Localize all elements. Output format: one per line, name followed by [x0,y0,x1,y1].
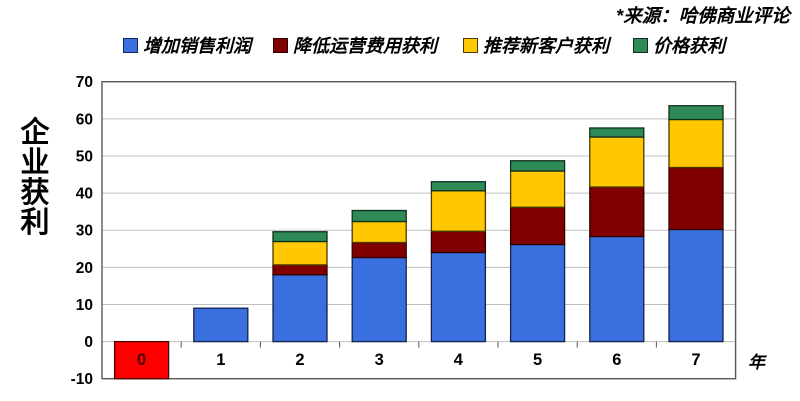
svg-text:1: 1 [216,351,225,369]
svg-text:40: 40 [76,186,93,203]
svg-text:5: 5 [533,351,542,369]
svg-text:0: 0 [84,334,93,351]
svg-text:4: 4 [454,351,464,369]
svg-text:70: 70 [76,74,93,91]
svg-text:60: 60 [76,111,93,128]
svg-text:20: 20 [76,260,93,277]
svg-text:2: 2 [295,351,304,369]
svg-text:3: 3 [375,351,384,369]
svg-text:50: 50 [76,148,93,165]
svg-text:0: 0 [137,351,146,369]
svg-text:7: 7 [691,351,700,369]
svg-text:-10: -10 [71,371,93,388]
svg-text:6: 6 [612,351,621,369]
svg-text:10: 10 [76,297,93,314]
svg-text:30: 30 [76,223,93,240]
